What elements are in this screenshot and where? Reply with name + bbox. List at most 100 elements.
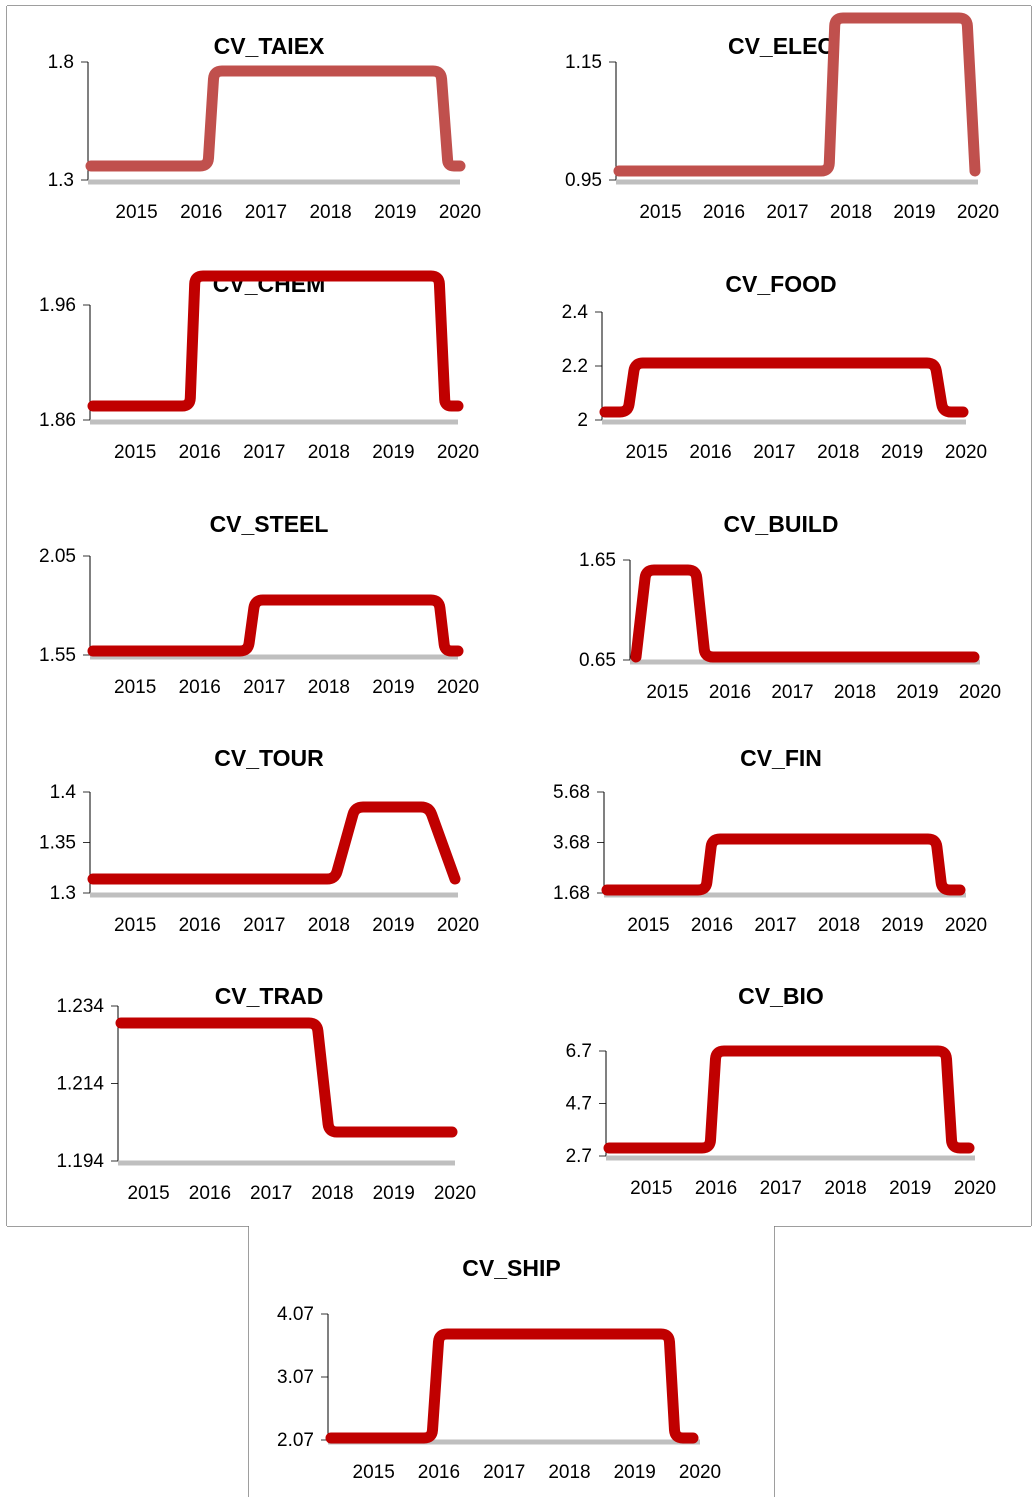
x-tick-label: 2020: [437, 915, 479, 936]
y-tick-label: 2.7: [566, 1146, 592, 1167]
x-tick-label: 2020: [434, 1183, 476, 1204]
x-tick-label: 2019: [372, 915, 414, 936]
y-tick-label: 2: [577, 410, 588, 431]
y-tick-label: 3.07: [277, 1367, 314, 1388]
x-tick-label: 2016: [180, 202, 222, 223]
y-tick-label: 5.68: [553, 782, 590, 803]
chart-panel-ship: CV_SHIP 4.07 3.07 2.07 2015 2016 2017 2018 2019 2…: [249, 1226, 774, 1497]
x-tick-label: 2015: [630, 1178, 672, 1199]
x-tick-label: 2017: [243, 442, 285, 463]
x-tick-label: 2020: [957, 202, 999, 223]
chart-panel-taiex: CV_TAIEX 1.8 1.3 2015 2016 2017 2018 2019 2020: [7, 6, 531, 244]
x-tick-label: 2019: [893, 202, 935, 223]
series-line: [613, 12, 981, 177]
y-tick-label: 1.65: [579, 550, 616, 571]
y-tick-label: 3.68: [553, 833, 590, 854]
x-tick-label: 2015: [646, 682, 688, 703]
x-tick-label: 2019: [374, 202, 416, 223]
x-tick-label: 2017: [753, 442, 795, 463]
chart-trad: CV_TRAD 1.234 1.214 1.194 2015 2016 2017 2018 20…: [56, 983, 476, 1204]
x-tick-label: 2018: [834, 682, 876, 703]
y-tick-label: 1.3: [48, 170, 74, 191]
chart-panel-fin: CV_FIN 5.68 3.68 1.68 2015 2016 2017 2018 2019 20…: [531, 718, 1031, 955]
series-line: [87, 270, 464, 412]
x-tick-label: 2015: [639, 202, 681, 223]
x-tick-label: 2017: [771, 682, 813, 703]
x-tick-label: 2018: [308, 915, 350, 936]
x-tick-label: 2016: [179, 442, 221, 463]
y-tick-label: 1.35: [39, 833, 76, 854]
x-tick-label: 2020: [679, 1462, 721, 1483]
x-tick-label: 2016: [179, 915, 221, 936]
series-line: [87, 594, 464, 657]
x-tick-label: 2018: [824, 1178, 866, 1199]
x-tick-label: 2019: [896, 682, 938, 703]
x-tick-label: 2018: [311, 1183, 353, 1204]
x-tick-label: 2018: [830, 202, 872, 223]
x-tick-label: 2015: [115, 202, 157, 223]
series-line: [601, 833, 966, 896]
chart-title: CV_ELEC: [728, 33, 834, 59]
x-tick-label: 2019: [614, 1462, 656, 1483]
series-line: [115, 1017, 458, 1138]
x-tick-label: 2017: [245, 202, 287, 223]
x-tick-label: 2015: [114, 442, 156, 463]
chart-panel-build: CV_BUILD 1.65 0.65 2015 2016 2017 2018 2019 2020: [531, 484, 1031, 718]
x-tick-label: 2019: [372, 442, 414, 463]
y-tick-label: 1.96: [39, 295, 76, 316]
x-tick-label: 2015: [114, 677, 156, 698]
series-line: [630, 564, 980, 663]
chart-title: CV_TAIEX: [214, 33, 325, 59]
x-tick-label: 2016: [695, 1178, 737, 1199]
chart-panel-steel: CV_STEEL 2.05 1.55 2015 2016 2017 2018 2019 2020: [7, 484, 531, 718]
x-tick-label: 2017: [760, 1178, 802, 1199]
x-tick-label: 2020: [945, 915, 987, 936]
chart-title: CV_FOOD: [725, 271, 836, 297]
x-tick-label: 2017: [754, 915, 796, 936]
chart-steel: CV_STEEL 2.05 1.55 2015 2016 2017 2018 2019 2020: [39, 511, 479, 698]
chart-title: CV_TOUR: [214, 745, 324, 771]
y-tick-label: 1.234: [56, 996, 104, 1017]
chart-panel-food: CV_FOOD 2.4 2.2 2 2015 2016 2017 2018 2019 2020: [531, 244, 1031, 484]
x-tick-label: 2018: [308, 677, 350, 698]
chart-elec: CV_ELEC 1.15 0.95 2015 2016 2017 2018 2019 2020: [565, 12, 999, 223]
chart-panel-chem: CV_CHEM 1.96 1.86 2015 2016 2017 2018 2019 2020: [7, 244, 531, 484]
chart-build: CV_BUILD 1.65 0.65 2015 2016 2017 2018 2019 2020: [579, 511, 1001, 703]
x-tick-label: 2019: [373, 1183, 415, 1204]
chart-title: CV_BIO: [738, 983, 824, 1009]
series-line: [599, 357, 969, 418]
chart-taiex: CV_TAIEX 1.8 1.3 2015 2016 2017 2018 2019 2020: [48, 33, 482, 223]
series-line: [325, 1328, 699, 1444]
x-tick-label: 2019: [881, 915, 923, 936]
chart-title: CV_STEEL: [210, 511, 329, 537]
x-tick-label: 2020: [437, 442, 479, 463]
chart-panel-elec: CV_ELEC 1.15 0.95 2015 2016 2017 2018 2019 2020: [531, 6, 1031, 244]
x-tick-label: 2018: [817, 442, 859, 463]
y-tick-label: 4.07: [277, 1304, 314, 1325]
x-tick-label: 2017: [250, 1183, 292, 1204]
chart-panel-tour: CV_TOUR 1.4 1.35 1.3 2015 2016 2017 2018 2019 202…: [7, 718, 531, 955]
x-tick-label: 2017: [243, 677, 285, 698]
y-tick-label: 6.7: [566, 1041, 592, 1062]
y-tick-label: 1.4: [50, 782, 77, 803]
x-tick-label: 2015: [127, 1183, 169, 1204]
y-tick-label: 2.4: [562, 302, 589, 323]
x-tick-label: 2016: [189, 1183, 231, 1204]
x-tick-label: 2018: [309, 202, 351, 223]
chart-title: CV_SHIP: [462, 1255, 560, 1281]
x-tick-label: 2016: [179, 677, 221, 698]
x-tick-label: 2016: [691, 915, 733, 936]
y-tick-label: 1.8: [48, 52, 74, 73]
y-tick-label: 1.68: [553, 883, 590, 904]
y-tick-label: 1.194: [56, 1151, 104, 1172]
y-tick-label: 1.15: [565, 52, 602, 73]
x-tick-label: 2015: [353, 1462, 395, 1483]
x-tick-label: 2016: [689, 442, 731, 463]
x-tick-label: 2016: [418, 1462, 460, 1483]
x-tick-label: 2019: [889, 1178, 931, 1199]
chart-panel-trad: CV_TRAD 1.234 1.214 1.194 2015 2016 2017 2018 20…: [7, 955, 531, 1226]
x-tick-label: 2015: [627, 915, 669, 936]
y-tick-label: 1.214: [56, 1074, 104, 1095]
chart-title: CV_TRAD: [215, 983, 324, 1009]
